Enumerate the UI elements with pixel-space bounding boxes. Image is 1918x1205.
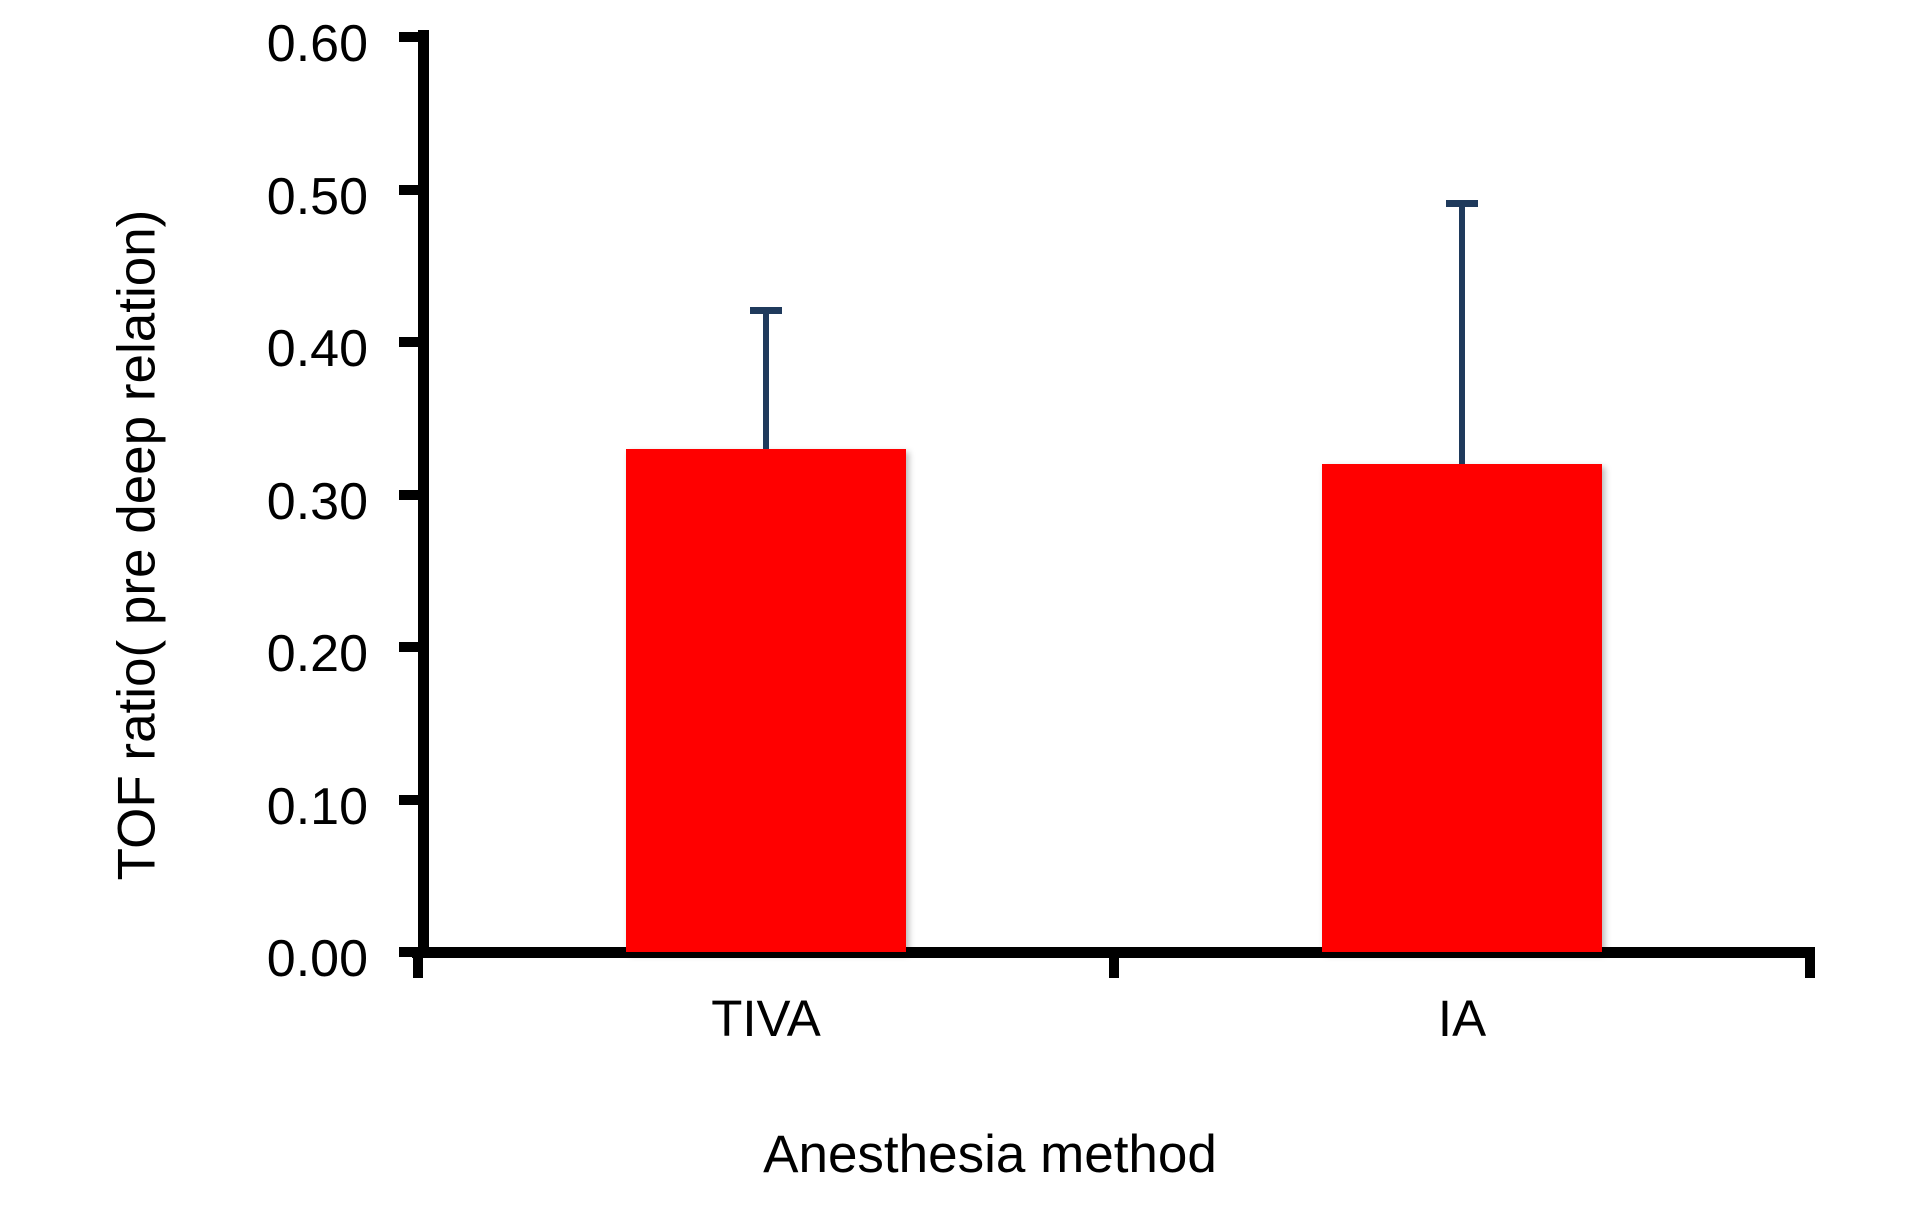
bar-tiva: [626, 448, 906, 952]
y-tick-label: 0.30: [266, 472, 368, 531]
error-bar-cap-tiva: [750, 306, 782, 314]
y-axis-title: TOF ratio( pre deep relation): [107, 209, 167, 881]
y-tick-mark: [399, 32, 418, 42]
y-tick-label: 0.60: [266, 15, 368, 73]
x-axis-title: Anesthesia method: [763, 1125, 1217, 1184]
y-axis-line: [418, 30, 429, 958]
y-tick-mark: [399, 337, 418, 347]
x-tick-mark: [413, 957, 423, 978]
y-tick-label: 0.50: [266, 167, 368, 226]
y-tick-label: 0.00: [266, 930, 368, 988]
y-tick-label: 0.20: [266, 625, 368, 683]
x-tick-mark: [1805, 957, 1815, 978]
error-bar-line-tiva: [763, 311, 769, 449]
x-category-label-ia: IA: [1437, 990, 1487, 1047]
x-tick-mark: [1109, 957, 1119, 978]
y-tick-mark: [399, 794, 418, 805]
x-axis-line: [412, 947, 1815, 958]
y-tick-label: 0.10: [266, 777, 368, 836]
bar-ia: [1322, 464, 1602, 952]
y-tick-label: 0.40: [266, 320, 368, 378]
y-tick-mark: [399, 489, 418, 500]
error-bar-cap-ia: [1446, 199, 1478, 207]
y-tick-mark: [399, 642, 418, 652]
y-tick-mark: [399, 947, 418, 957]
error-bar-line-ia: [1459, 204, 1465, 464]
y-tick-mark: [399, 184, 418, 195]
x-category-label-tiva: TIVA: [711, 990, 821, 1047]
